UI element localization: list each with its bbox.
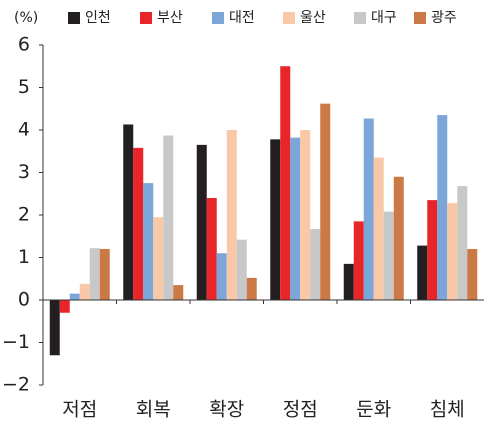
x-tick-label: 정점 bbox=[283, 399, 318, 421]
legend-label: 대구 bbox=[371, 10, 397, 26]
bar bbox=[300, 130, 311, 300]
bar bbox=[467, 249, 478, 300]
bar bbox=[69, 293, 80, 300]
legend-label: 부산 bbox=[157, 10, 183, 26]
legend-swatch bbox=[140, 12, 152, 24]
bar bbox=[99, 249, 110, 300]
y-tick-label: −2 bbox=[2, 374, 30, 396]
bar bbox=[280, 66, 291, 300]
bar bbox=[437, 115, 448, 300]
x-tick-label: 확장 bbox=[209, 399, 244, 421]
bar bbox=[290, 137, 301, 300]
legend-swatch bbox=[68, 12, 80, 24]
bar bbox=[173, 285, 184, 300]
legend-swatch bbox=[354, 12, 366, 24]
bar bbox=[163, 135, 174, 300]
bar bbox=[49, 300, 60, 356]
bar bbox=[123, 124, 134, 300]
x-tick-label: 저점 bbox=[62, 399, 97, 421]
bar bbox=[133, 147, 144, 300]
bar bbox=[427, 200, 438, 300]
bar bbox=[383, 211, 394, 300]
x-tick-label: 회복 bbox=[136, 399, 171, 421]
legend-swatch bbox=[283, 12, 295, 24]
bar bbox=[79, 283, 90, 300]
bar bbox=[143, 183, 154, 300]
bar bbox=[363, 118, 374, 301]
x-tick-label: 침체 bbox=[430, 399, 465, 421]
y-tick-label: 2 bbox=[18, 204, 30, 226]
bar bbox=[153, 217, 164, 300]
bar bbox=[196, 144, 207, 300]
bar bbox=[353, 221, 364, 300]
legend-label: 인천 bbox=[85, 10, 111, 26]
bar bbox=[373, 157, 384, 300]
bar bbox=[270, 139, 281, 300]
bar bbox=[343, 263, 354, 300]
bar bbox=[246, 277, 257, 300]
bar bbox=[206, 198, 217, 300]
bar bbox=[226, 130, 237, 300]
bar bbox=[457, 186, 468, 300]
legend-label: 울산 bbox=[300, 10, 326, 26]
bar bbox=[216, 253, 227, 300]
bar bbox=[59, 300, 70, 313]
y-tick-label: 4 bbox=[18, 119, 30, 141]
y-tick-label: 5 bbox=[18, 76, 30, 98]
y-tick-label: 0 bbox=[18, 289, 30, 311]
legend-swatch bbox=[212, 12, 224, 24]
bar bbox=[393, 176, 404, 300]
bar bbox=[447, 203, 458, 300]
bar bbox=[89, 248, 100, 300]
legend-label: 광주 bbox=[431, 10, 457, 26]
y-tick-label: 3 bbox=[18, 161, 30, 183]
bar bbox=[236, 239, 247, 300]
bar bbox=[417, 245, 428, 300]
y-tick-label: 1 bbox=[18, 246, 30, 268]
y-tick-label: 6 bbox=[18, 34, 30, 56]
legend-swatch bbox=[414, 12, 426, 24]
bar bbox=[320, 103, 331, 301]
y-tick-label: −1 bbox=[2, 331, 30, 353]
legend-label: 대전 bbox=[229, 10, 255, 26]
bar bbox=[310, 229, 321, 300]
unit-label: (%) bbox=[14, 10, 38, 26]
x-tick-label: 둔화 bbox=[356, 399, 391, 421]
